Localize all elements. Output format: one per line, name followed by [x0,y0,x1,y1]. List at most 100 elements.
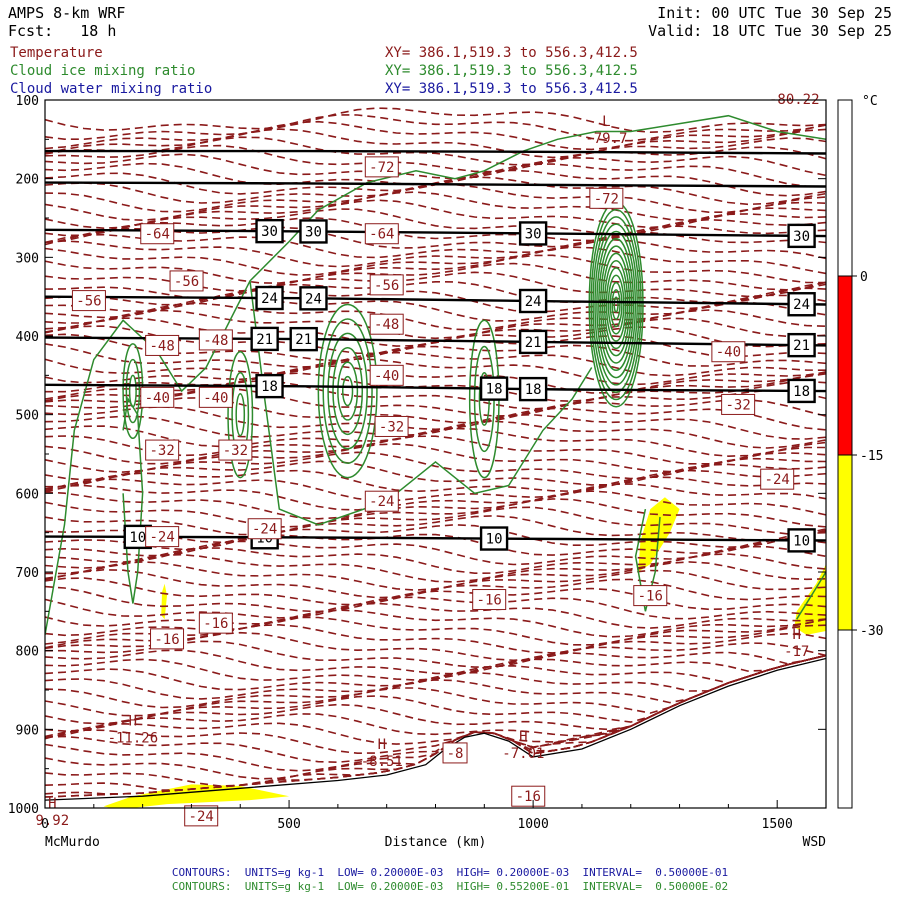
height-label: 18 [525,382,542,398]
ice-core-contour [601,252,631,357]
temperature-contour-line [45,476,826,502]
height-line-1 [44,181,827,188]
ice-right-contour [796,571,826,620]
temperature-contour-line [45,649,826,675]
temperature-label-box [364,156,399,178]
temperature-contour-line [45,654,826,739]
y-tick-label: 900 [16,723,39,738]
temperature-contour-line [45,596,826,620]
temperature-label-box [511,785,546,807]
temperature-label-box [442,742,468,764]
ice-cell-contour [337,361,359,421]
extremum-marker: H [129,713,137,729]
height-label-box [289,326,318,352]
temperature-label-box [589,187,624,209]
height-label: 21 [793,338,810,354]
temperature-contour-line [45,498,826,528]
y-tick-label: 200 [16,173,39,188]
field-cloud-water-xy: XY= 386.1,519.3 to 556.3,412.5 [385,81,638,97]
y-tick-label: 400 [16,330,39,345]
temperature-label-box [145,526,180,548]
height-line-5 [44,383,827,393]
temperature-contour-line [45,217,826,244]
temperature-contour-line [45,136,826,166]
extremum-marker: H [48,796,56,812]
height-label: 21 [256,332,273,348]
temperature-label: -40 [716,345,741,361]
height-label-box [518,329,548,355]
height-label-box [787,332,816,358]
ice-core-contour [596,230,637,379]
extremum-value: -79.7 [585,131,627,147]
height-label: 18 [261,379,278,395]
temperature-contour-line [45,654,826,732]
temperature-contour-line [45,153,826,180]
height-label-box [518,221,548,246]
temperature-label-box [71,290,106,312]
ice-cell-contour [327,332,368,450]
temperature-label-box [184,805,219,827]
temperature-label: -32 [379,419,404,435]
height-label: 18 [486,382,503,398]
x-end-label: WSD [803,835,827,850]
extremum-value: -11.26 [108,730,159,746]
x-tick-label: 0 [41,817,49,832]
temperature-label-box [760,468,795,490]
ice-core-contour [607,274,625,335]
temperature-label-box [721,393,756,415]
temperature-label-box [198,612,233,634]
temperature-contour-line [45,602,826,629]
height-label-box [250,326,279,352]
height-label: 30 [525,226,542,242]
temperature-contour-line [45,191,826,222]
temperature-label-box [145,334,180,356]
y-tick-label: 600 [16,487,39,502]
temperature-contour-line [45,435,826,465]
x-tick-label: 500 [277,817,300,832]
x-tick-label: 1500 [762,817,793,832]
temperature-contour-line [45,107,826,134]
temperature-contour-line [45,343,826,368]
temperature-contour-line [45,490,826,520]
temperature-label: -16 [638,589,663,605]
ice-core-contour [605,267,627,342]
height-label: 24 [261,291,278,307]
temperature-label-box [711,341,746,363]
field-cloud-water-name: Cloud water mixing ratio [10,81,213,97]
ice-cell-contour [322,318,373,464]
extremum-value: -7.01 [502,746,544,762]
temperature-contour-line [45,271,826,300]
temperature-label: -16 [203,616,228,632]
height-label: 24 [525,294,542,310]
temperature-contour-line [45,380,826,410]
temperature-label-box [364,490,399,512]
ice-envelope-contour [249,280,593,526]
height-label-box [299,219,328,244]
temperature-contour-line [45,405,826,431]
terrain-line [45,657,826,801]
temperature-label: -40 [374,368,399,384]
x-tick-label: 1000 [517,817,548,832]
height-label: 18 [793,384,810,400]
colorbar-band-red [837,275,853,456]
temperature-contour-line [45,654,826,755]
temperature-label-box [374,415,409,437]
temperature-label-box [140,386,175,408]
ice-cell-contour [317,303,378,479]
extremum-marker: H [792,627,800,643]
yellow-shade-0 [103,784,290,808]
temperature-contour-line [45,577,826,606]
forecast-hour: Fcst: 18 h [8,22,117,40]
temperature-contour-line [45,301,826,331]
temperature-contour-line [45,238,826,268]
temperature-label: -32 [223,443,248,459]
height-label-box [787,292,816,317]
temperature-contour-line [45,506,826,536]
temperature-contour-line [45,254,826,284]
height-label: 21 [525,335,542,351]
extremum-marker: H [378,737,386,753]
extremum-marker: H [519,729,527,745]
colorbar-tick-label: -30 [860,624,883,639]
height-label-box [479,526,509,551]
